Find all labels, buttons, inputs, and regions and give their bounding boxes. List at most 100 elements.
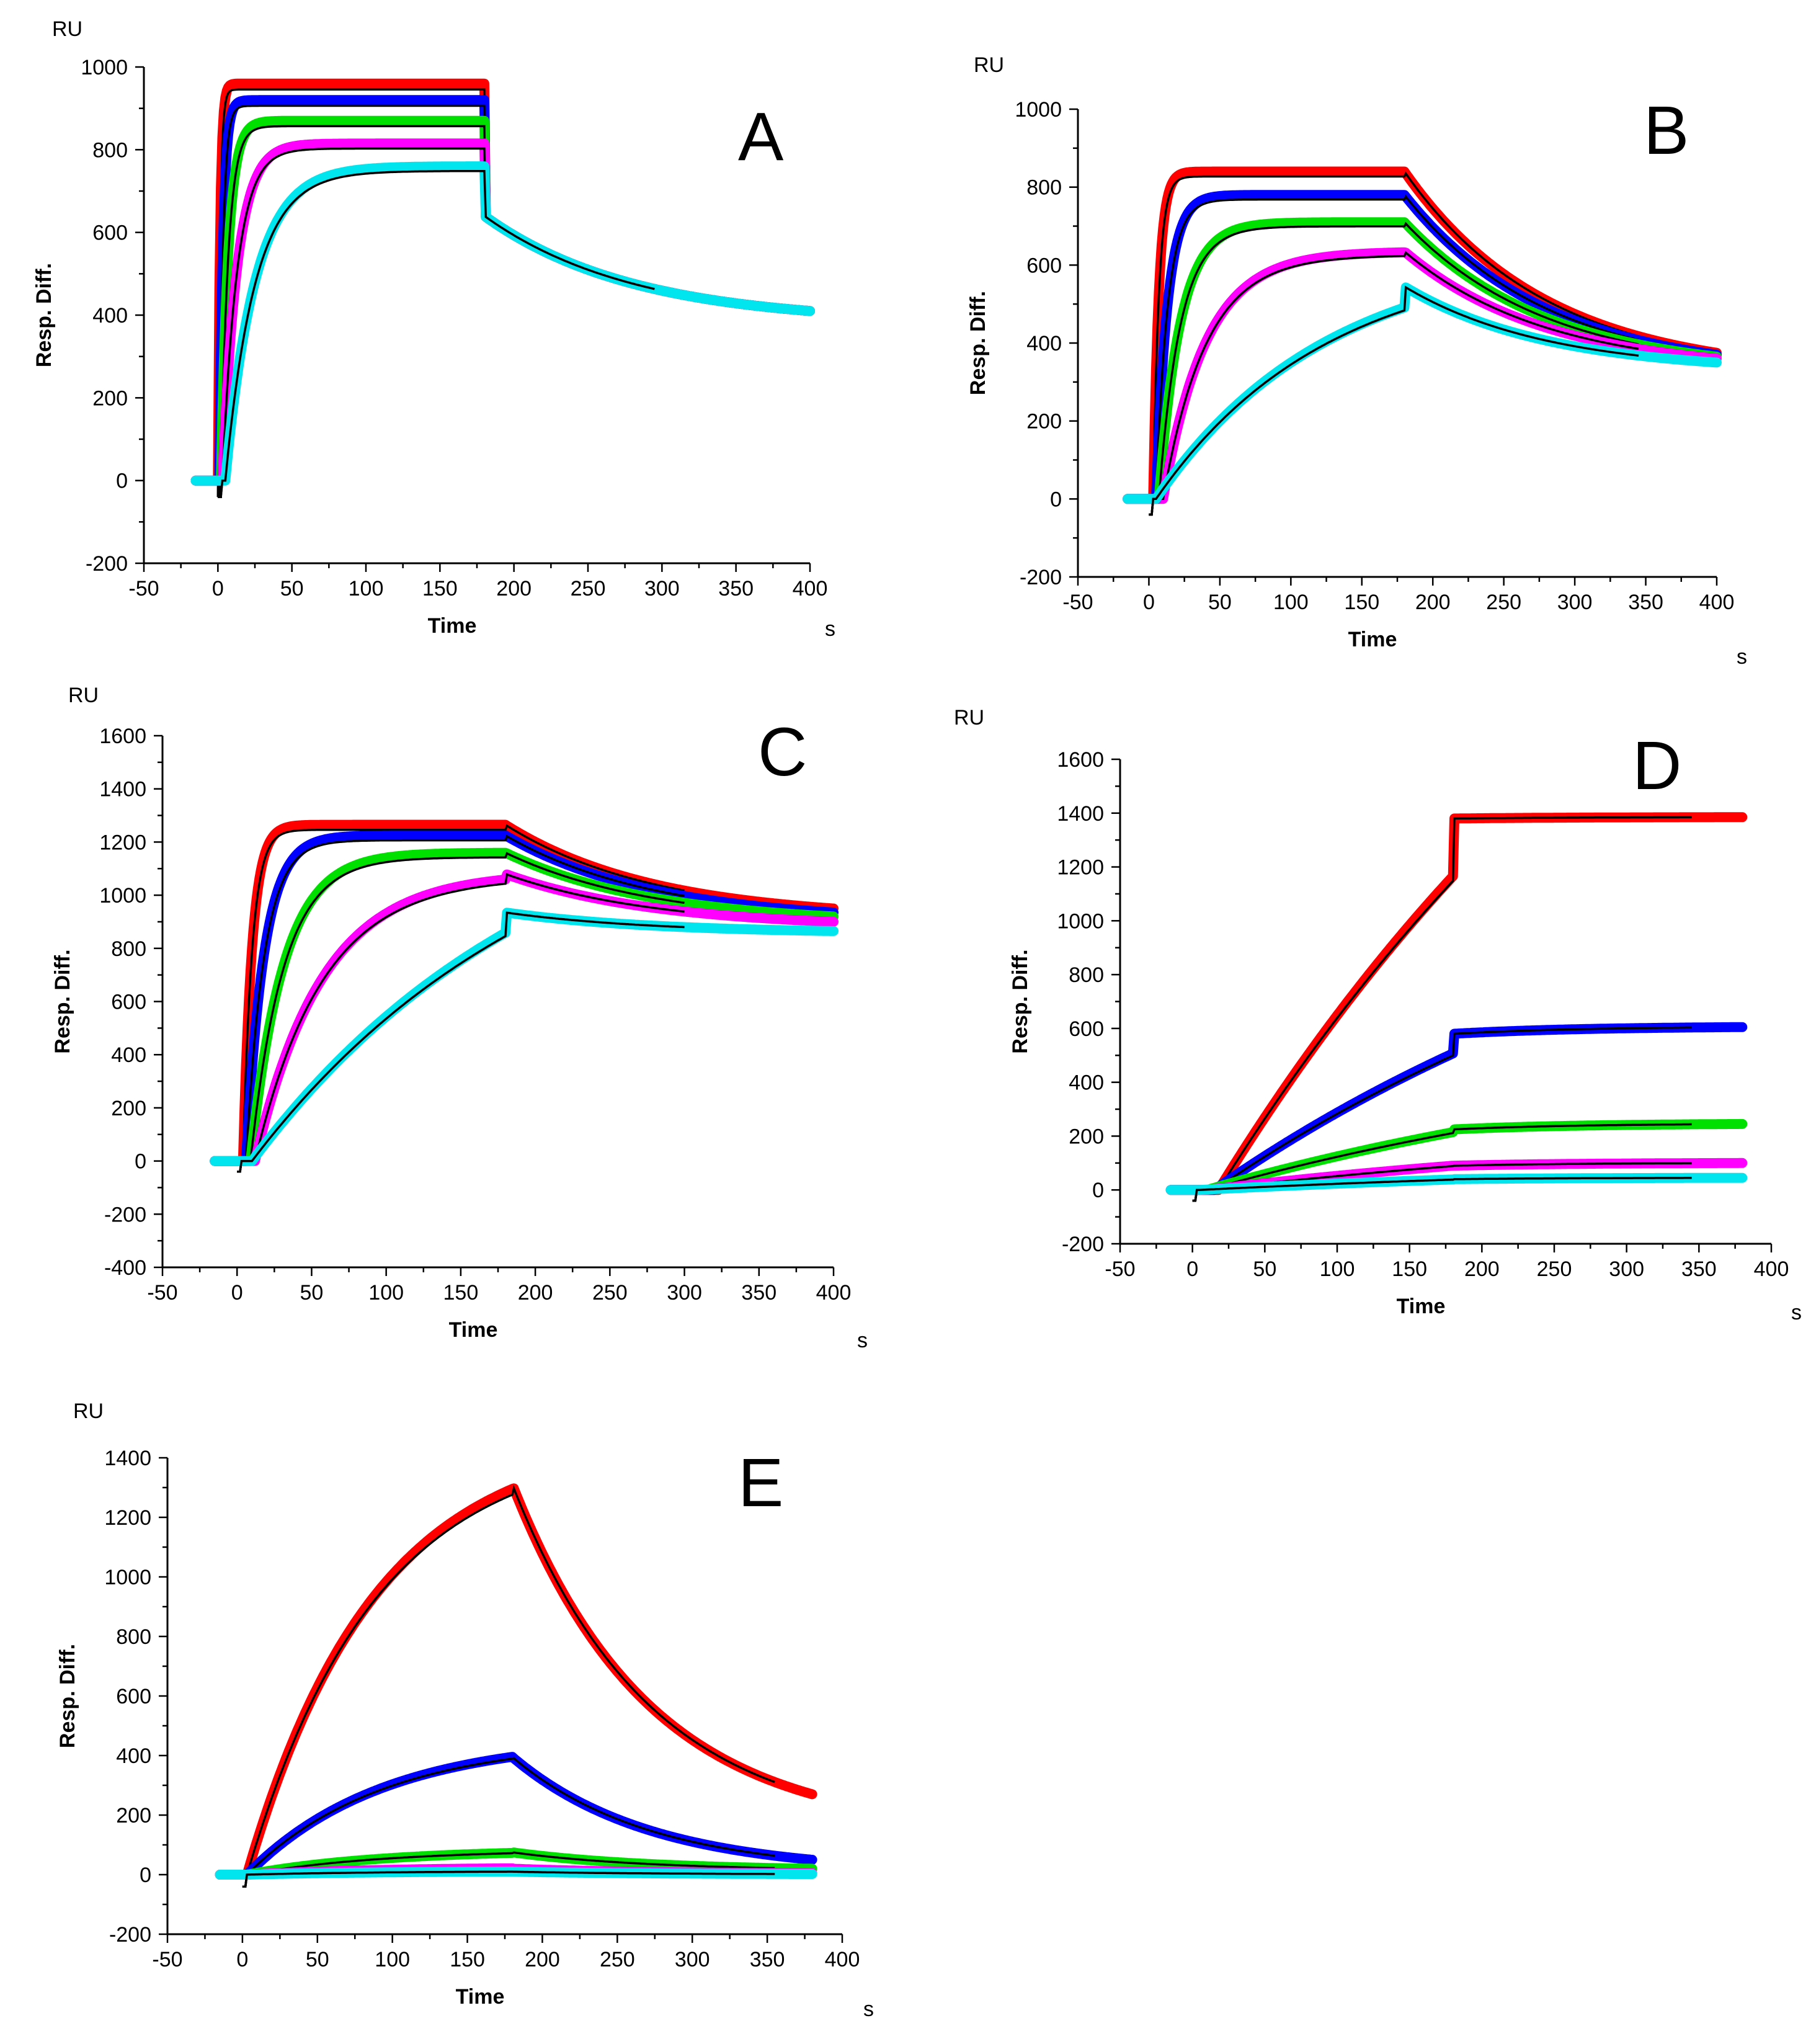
- chart-panel-d: -200 0 200 400 600 800 1000 1200 1400 1600 -50 0 50 1…: [954, 706, 1802, 1324]
- fit-curve-green: [1192, 1123, 1692, 1202]
- series-trace-red: [215, 1483, 817, 1880]
- y-tick-label: 600: [116, 1685, 151, 1708]
- x-tick-label: 400: [816, 1281, 852, 1305]
- x-tick-label: 50: [1208, 591, 1232, 614]
- x-tick-label: 400: [825, 1948, 860, 1971]
- fit-curve-green: [1149, 221, 1639, 516]
- x-tick-label: 100: [349, 577, 384, 600]
- x-tick-label: 200: [518, 1281, 553, 1305]
- x-tick-label: -50: [147, 1281, 177, 1305]
- x-axis-title: Time: [449, 1318, 498, 1342]
- x-tick-label: 200: [1464, 1257, 1500, 1281]
- y-tick-label: 1000: [104, 1566, 151, 1589]
- fit-curve-cyan: [218, 169, 655, 499]
- x-tick-label: -50: [1062, 591, 1093, 614]
- y-tick-label: 1000: [81, 56, 128, 79]
- y-tick-label: 200: [1026, 410, 1062, 434]
- y-tick-label: 0: [116, 470, 128, 493]
- x-tick-label: 0: [1143, 591, 1155, 614]
- x-tick-label: 300: [1557, 591, 1593, 614]
- fit-curve-green: [237, 852, 685, 1173]
- y-tick-label: 0: [1050, 488, 1062, 511]
- y-tick-label: 800: [1026, 176, 1062, 200]
- y-axis-title: Resp. Diff.: [966, 291, 990, 395]
- x-tick-label: 400: [793, 577, 828, 600]
- y-tick-label: 400: [1026, 332, 1062, 355]
- y-tick-label: 0: [140, 1863, 151, 1887]
- x-tick-label: 150: [450, 1948, 485, 1971]
- panel-letter: B: [1644, 92, 1689, 169]
- y-tick-label: -400: [104, 1256, 146, 1280]
- y-tick-label: 1600: [99, 725, 146, 748]
- x-tick-label: 150: [422, 577, 458, 600]
- x-tick-label: 300: [1609, 1257, 1644, 1281]
- y-tick-label: 800: [92, 138, 128, 162]
- x-tick-label: 350: [718, 577, 754, 600]
- series-trace-cyan: [210, 908, 839, 1166]
- x-tick-label: 400: [1699, 591, 1735, 614]
- fit-curve-magenta: [1149, 251, 1639, 516]
- y-tick-label: 1400: [1057, 802, 1104, 826]
- x-tick-label: 250: [600, 1948, 635, 1971]
- series-trace-blue: [190, 95, 815, 486]
- x-tick-label: 250: [592, 1281, 628, 1305]
- x-unit-label: s: [1791, 1301, 1802, 1324]
- series-trace-magenta: [1123, 247, 1722, 504]
- fit-curve-red: [237, 824, 685, 1173]
- x-tick-label: 0: [231, 1281, 243, 1305]
- fit-curve-magenta: [218, 147, 655, 499]
- y-tick-label: 600: [1069, 1017, 1104, 1041]
- panel-letter: E: [738, 1445, 783, 1521]
- x-tick-label: 150: [1344, 591, 1379, 614]
- y-tick-label: 600: [111, 991, 146, 1014]
- fit-curve-cyan: [1192, 1177, 1692, 1202]
- y-tick-label: 400: [92, 304, 128, 328]
- y-unit-label: RU: [52, 17, 82, 41]
- panel-letter: C: [758, 714, 807, 790]
- y-axis-title: Resp. Diff.: [32, 263, 56, 367]
- x-tick-label: 100: [1320, 1257, 1355, 1281]
- fit-curve-red: [242, 1484, 775, 1888]
- fit-curve-blue: [237, 834, 685, 1173]
- y-tick-label: 200: [111, 1097, 146, 1120]
- x-tick-label: 350: [1628, 591, 1663, 614]
- fit-curve-red: [1149, 171, 1639, 516]
- y-unit-label: RU: [954, 706, 984, 730]
- y-unit-label: RU: [68, 684, 99, 707]
- y-tick-label: -200: [1020, 566, 1062, 589]
- x-tick-label: 300: [644, 577, 680, 600]
- y-tick-label: 800: [111, 937, 146, 961]
- panel-letter: D: [1632, 728, 1681, 804]
- y-tick-label: 1200: [99, 831, 146, 854]
- chart-panel-c: -400-20002004006008001000120014001600-50…: [51, 684, 868, 1352]
- x-tick-label: 100: [368, 1281, 404, 1305]
- x-unit-label: s: [863, 1997, 874, 2021]
- x-tick-label: 150: [443, 1281, 479, 1305]
- fit-curve-red: [1192, 816, 1692, 1202]
- y-tick-label: 1000: [1057, 909, 1104, 933]
- x-tick-label: 50: [1253, 1257, 1276, 1281]
- y-tick-label: -200: [104, 1203, 146, 1226]
- x-tick-label: 50: [280, 577, 304, 600]
- y-axis-title: Resp. Diff.: [56, 1644, 79, 1748]
- x-tick-label: 350: [1681, 1257, 1717, 1281]
- series-trace-cyan: [190, 161, 815, 486]
- fit-curve-blue: [1192, 1026, 1692, 1202]
- fit-curve-green: [242, 1851, 775, 1888]
- x-tick-label: -50: [128, 577, 159, 600]
- x-axis-title: Time: [456, 1985, 505, 2009]
- x-tick-label: 400: [1754, 1257, 1789, 1281]
- chart-panel-b: -200 0 200 400 600 800 1000 -50 0 50 100 150 200 250 3…: [966, 53, 1747, 669]
- fit-curve-cyan: [237, 911, 685, 1173]
- x-axis-title: Time: [1397, 1295, 1446, 1318]
- y-tick-label: 800: [116, 1625, 151, 1649]
- y-tick-label: 200: [92, 386, 128, 410]
- y-tick-label: 800: [1069, 963, 1104, 987]
- series-trace-magenta: [190, 138, 815, 486]
- x-tick-label: 200: [1415, 591, 1451, 614]
- y-tick-label: 400: [116, 1744, 151, 1768]
- y-tick-label: 400: [1069, 1071, 1104, 1095]
- y-tick-label: 1200: [1057, 856, 1104, 880]
- x-tick-label: 0: [1186, 1257, 1198, 1281]
